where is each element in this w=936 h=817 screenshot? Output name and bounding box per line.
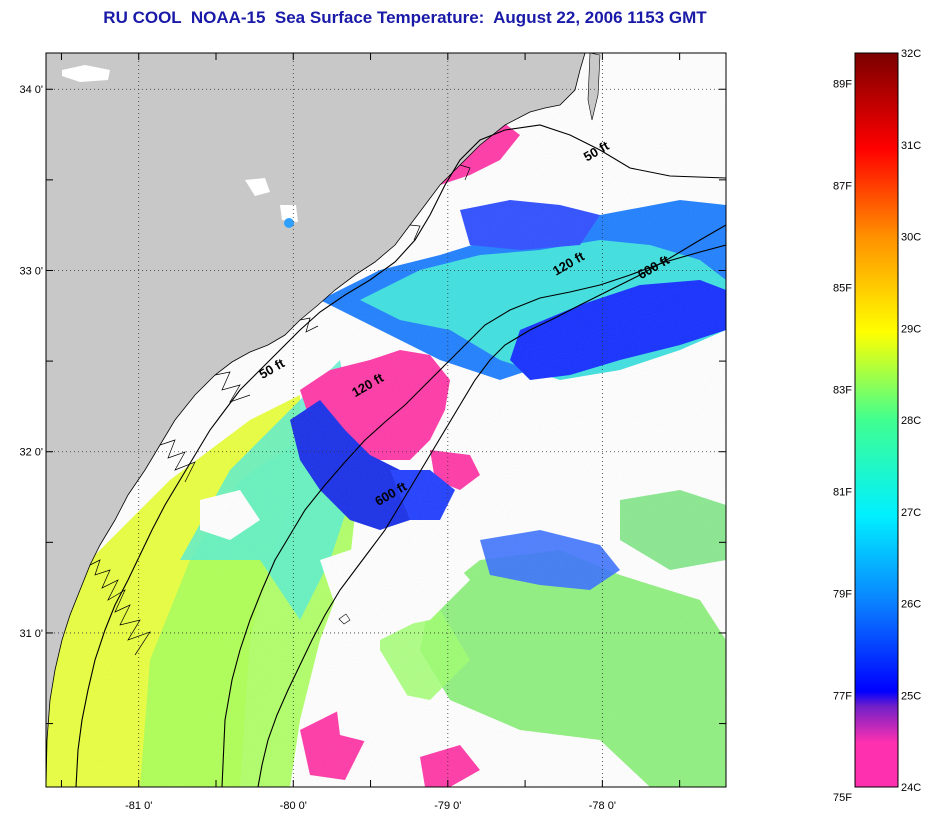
colorbar: 32C 31C 30C 29C 28C 27C 26C 25C 24C 89F 87F 85F 83F 8… [833, 48, 921, 804]
colorbar-celsius-label: 32C [901, 48, 921, 60]
lon-tick-label: -78 0' [589, 800, 616, 812]
colorbar-ramp [854, 52, 899, 788]
map-title: RU COOL NOAA-15 Sea Surface Temperature:… [103, 8, 707, 27]
colorbar-celsius-label: 31C [901, 140, 921, 152]
colorbar-fahrenheit-label: 81F [833, 486, 852, 498]
colorbar-fahrenheit-label: 87F [833, 181, 852, 193]
coastline-detail [89, 164, 471, 656]
colorbar-labels: 32C 31C 30C 29C 28C 27C 26C 25C 24C 89F 87F 85F 83F 8… [833, 48, 921, 804]
contour-120ft [221, 244, 726, 787]
colorbar-fahrenheit-label: 77F [833, 690, 852, 702]
land-mass [46, 53, 586, 787]
graticule [46, 53, 726, 787]
island-1 [587, 53, 601, 121]
island-5 [338, 613, 351, 625]
lat-tick-label: 34 0' [19, 84, 43, 96]
island-3 [245, 178, 270, 196]
colorbar-fahrenheit-label: 79F [833, 588, 852, 600]
contour-50ft [75, 124, 726, 787]
colorbar-celsius-label: 30C [901, 232, 921, 244]
axis-ticks: -81 0' -80 0' -79 0' -78 0' 34 0' 33 0' 32 0' 3… [19, 53, 726, 812]
colorbar-celsius-label: 27C [901, 507, 921, 519]
colorbar-fahrenheit-label: 75F [833, 792, 852, 804]
colorbar-celsius-label: 26C [901, 599, 921, 611]
colorbar-fahrenheit-label: 89F [833, 79, 852, 91]
colorbar-celsius-label: 25C [901, 690, 921, 702]
map-frame [45, 52, 727, 788]
lat-tick-label: 31 0' [19, 628, 43, 640]
contour-600ft [257, 224, 726, 787]
lon-tick-label: -80 0' [280, 800, 307, 812]
island-2 [62, 65, 110, 82]
island-4-sst [284, 218, 294, 228]
colorbar-celsius-label: 29C [901, 323, 921, 335]
colorbar-celsius-label: 24C [901, 782, 921, 794]
colorbar-fahrenheit-label: 83F [833, 384, 852, 396]
lat-tick-label: 32 0' [19, 447, 43, 459]
colorbar-celsius-label: 28C [901, 415, 921, 427]
lon-tick-label: -81 0' [125, 800, 152, 812]
lon-tick-label: -79 0' [434, 800, 461, 812]
colorbar-fahrenheit-label: 85F [833, 282, 852, 294]
lat-tick-label: 33 0' [19, 265, 43, 277]
